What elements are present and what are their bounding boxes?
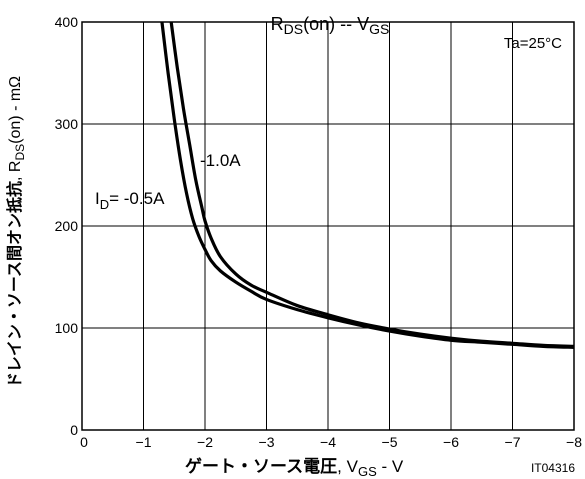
tick-labels: 0 −1 −2 −3 −4 −5 −6 −7 −8 0 100 200 300 400 bbox=[55, 14, 583, 450]
chart-title: RDS(on) -- VGS bbox=[271, 14, 390, 37]
y-tick-label: 100 bbox=[55, 320, 79, 336]
y-axis-label: ドレイン・ソース間オン抵抗, RDS(on) - mΩ bbox=[5, 76, 27, 388]
x-tick-label: −3 bbox=[259, 434, 275, 450]
y-tick-label: 400 bbox=[55, 14, 79, 30]
x-tick-label: −4 bbox=[320, 434, 336, 450]
x-tick-label: −1 bbox=[136, 434, 152, 450]
x-axis-label: ゲート・ソース電圧, VGS - V bbox=[185, 456, 404, 479]
series-line-1p0a bbox=[169, 21, 575, 348]
series-label-1p0a: -1.0A bbox=[200, 151, 241, 170]
grid-lines bbox=[81, 21, 575, 431]
series-label-0p5a: ID= -0.5A bbox=[95, 189, 165, 212]
x-tick-label: −8 bbox=[566, 434, 582, 450]
x-tick-label: −2 bbox=[197, 434, 213, 450]
figure-id: IT04316 bbox=[531, 461, 575, 475]
x-tick-label: −5 bbox=[382, 434, 398, 450]
temperature-annotation: Ta=25°C bbox=[504, 35, 562, 52]
y-tick-label: 0 bbox=[70, 422, 78, 438]
x-tick-label: 0 bbox=[80, 434, 88, 450]
y-tick-label: 300 bbox=[55, 116, 79, 132]
y-tick-label: 200 bbox=[55, 218, 79, 234]
x-tick-label: −7 bbox=[505, 434, 521, 450]
series-line-0p5a bbox=[160, 21, 575, 349]
plot-frame bbox=[81, 21, 575, 431]
x-tick-label: −6 bbox=[443, 434, 459, 450]
data-curves bbox=[160, 21, 575, 349]
